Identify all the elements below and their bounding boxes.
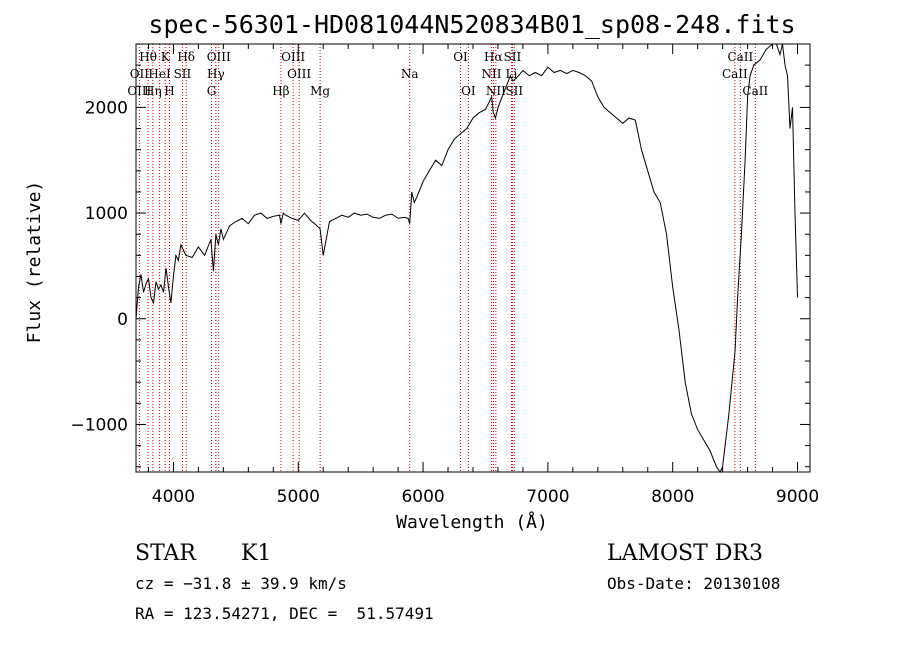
object-type: STAR	[135, 541, 196, 566]
spectral-line-label: Mg	[310, 84, 330, 98]
spectral-line-label: G	[207, 84, 217, 98]
x-tick-label: 4000	[152, 487, 195, 507]
subclass: K1	[241, 541, 272, 566]
spectral-line-label: Li	[506, 67, 518, 81]
chart-title: spec-56301-HD081044N520834B01_sp08-248.f…	[148, 10, 795, 39]
spectral-line-label: OIII	[287, 67, 311, 81]
spectral-line-label: Hη	[144, 84, 162, 98]
x-tick-label: 6000	[401, 487, 444, 507]
y-tick-label: 2000	[85, 98, 128, 118]
x-axis-ticks: 4000 5000 6000 7000 8000 9000	[147, 44, 819, 507]
x-tick-label: 5000	[277, 487, 320, 507]
observation-date: Obs-Date: 20130108	[607, 574, 781, 593]
spectral-line-label: OI	[453, 50, 468, 64]
spectral-line-label: OIII	[127, 84, 151, 98]
spectral-line-label: SII	[505, 84, 523, 98]
spectral-line-label: HeI	[148, 67, 171, 81]
spectral-line-label: Hγ	[207, 67, 225, 81]
spectral-line-label: CaII	[727, 50, 753, 64]
y-axis-ticks: −1000 0 1000 2000	[70, 43, 810, 468]
flux-series-line	[135, 43, 798, 473]
spectral-line-label: OIII	[281, 50, 305, 64]
y-tick-label: 1000	[85, 204, 128, 224]
spectral-line-label: H	[164, 84, 174, 98]
spectral-line-label: Hδ	[177, 50, 195, 64]
y-tick-label: 0	[117, 310, 128, 330]
spectral-line-label: CaII	[742, 84, 768, 98]
spectral-line-label: NII	[486, 84, 506, 98]
plot-frame	[135, 43, 811, 473]
coordinates: RA = 123.54271, DEC = 51.57491	[135, 604, 434, 623]
spectral-line-label: SII	[174, 67, 192, 81]
spectral-line-label: K	[161, 50, 171, 64]
spectral-line-label: Na	[401, 67, 419, 81]
spectral-line-label: SII	[504, 50, 522, 64]
survey-name: LAMOST DR3	[607, 541, 763, 566]
spectral-line-label: OII	[130, 67, 150, 81]
x-tick-label: 8000	[651, 487, 694, 507]
spectral-line-label: Hα	[484, 50, 503, 64]
x-axis-label: Wavelength (Å)	[396, 511, 548, 533]
spectral-line-label: Hθ	[139, 50, 157, 64]
spectral-line-label: OIII	[207, 50, 231, 64]
spectral-line-label: OI	[461, 84, 476, 98]
x-tick-label: 9000	[776, 487, 819, 507]
redshift-velocity: cz = −31.8 ± 39.9 km/s	[135, 574, 347, 593]
y-axis-label: Flux (relative)	[24, 181, 45, 344]
y-tick-label: −1000	[70, 415, 128, 435]
spectral-line-label: NII	[481, 67, 501, 81]
spectral-line-markers	[138, 44, 756, 472]
spectral-line-label: Hβ	[272, 84, 289, 98]
spectral-line-label: CaII	[722, 67, 748, 81]
x-tick-label: 7000	[526, 487, 569, 507]
